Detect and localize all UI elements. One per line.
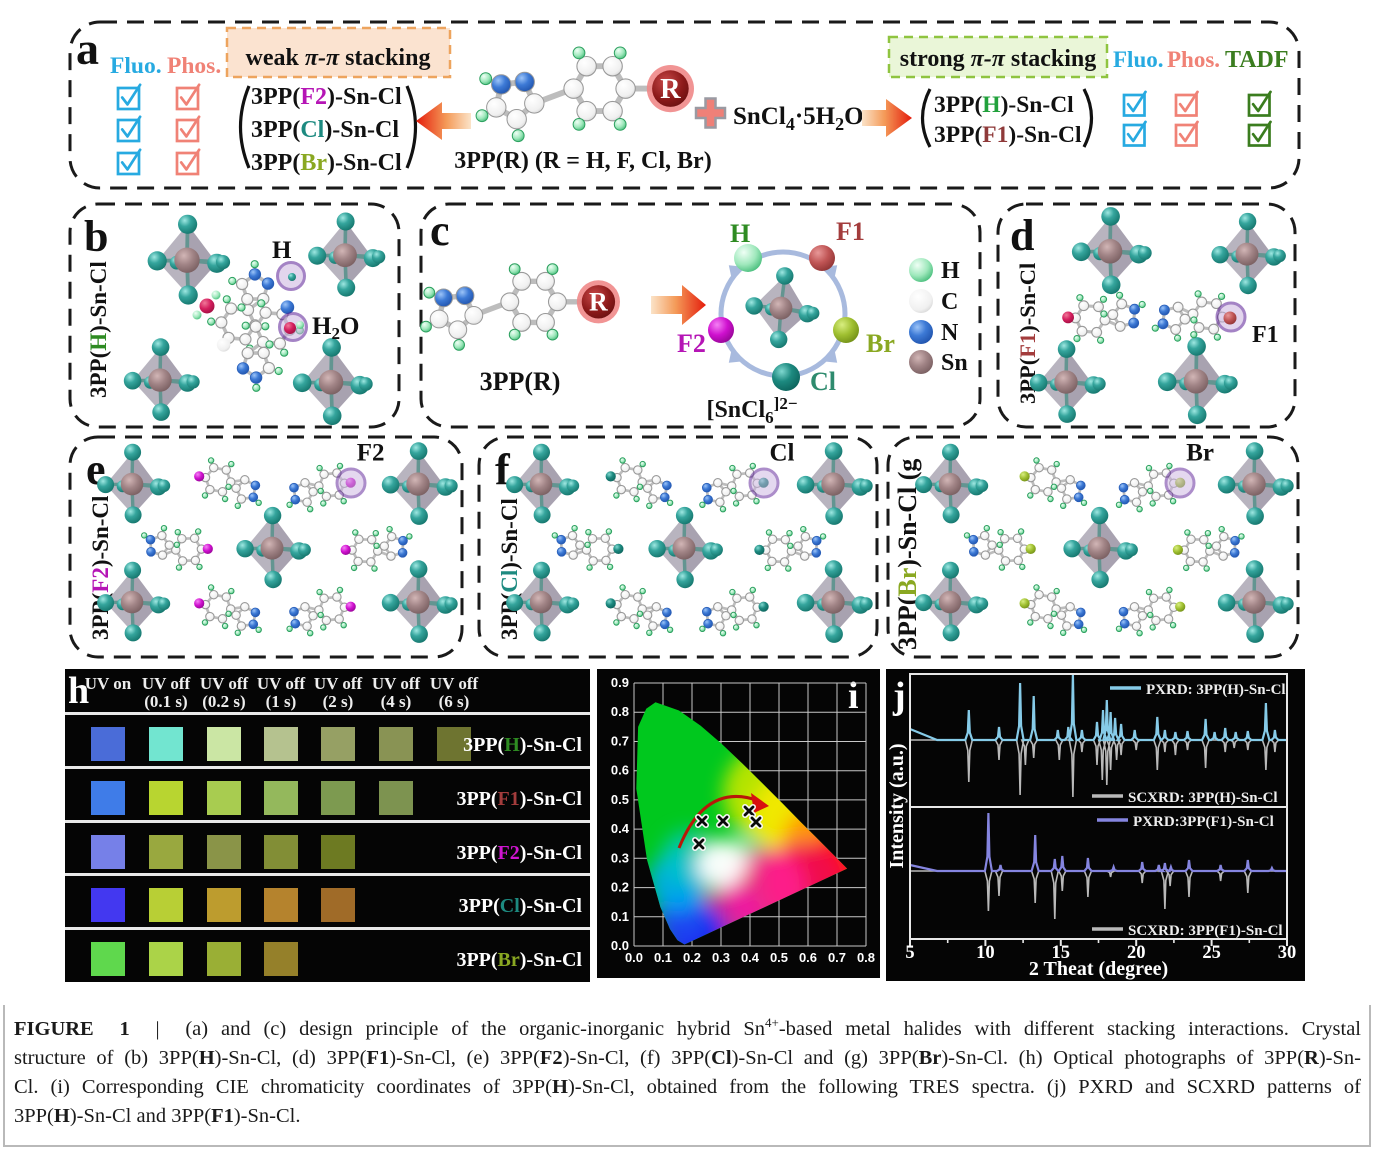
svg-text:Cl: Cl [770,440,795,467]
svg-text:Sn: Sn [941,350,968,376]
svg-text:UV off: UV off [142,674,191,693]
svg-text:15: 15 [1052,943,1071,963]
svg-text:(2 s): (2 s) [323,692,354,711]
svg-text:Br: Br [1186,440,1214,467]
svg-text:0.5: 0.5 [611,792,629,807]
svg-text:0.7: 0.7 [828,950,846,965]
svg-text:SCXRD: 3PP(H)-Sn-Cl: SCXRD: 3PP(H)-Sn-Cl [1128,790,1278,806]
svg-text:3PP(Cl)-Sn-Cl: 3PP(Cl)-Sn-Cl [497,498,522,640]
svg-text:Fluo.: Fluo. [1113,47,1163,72]
svg-text:h: h [68,670,89,712]
svg-text:TADF: TADF [1225,47,1289,73]
svg-text:weak π-π stacking: weak π-π stacking [246,45,431,71]
svg-text:UV off: UV off [430,674,479,693]
svg-text:F1: F1 [836,217,865,246]
svg-text:0.0: 0.0 [611,938,629,953]
svg-text:0.2: 0.2 [683,950,701,965]
svg-text:0.3: 0.3 [611,850,629,865]
svg-text:Phos.: Phos. [167,53,221,79]
svg-text:3PP(Cl)-Sn-Cl: 3PP(Cl)-Sn-Cl [251,117,399,143]
svg-text:d: d [1010,211,1034,260]
svg-text:0.7: 0.7 [611,734,629,749]
svg-text:3PP(F1)-Sn-Cl: 3PP(F1)-Sn-Cl [934,122,1082,148]
svg-text:0.5: 0.5 [770,950,788,965]
svg-text:10: 10 [976,943,995,963]
svg-text:3PP(F2)-Sn-Cl: 3PP(F2)-Sn-Cl [456,842,582,864]
svg-text:j: j [892,675,906,717]
svg-text:0.2: 0.2 [611,880,629,895]
svg-text:3PP(H)-Sn-Cl: 3PP(H)-Sn-Cl [934,92,1074,118]
svg-text:20: 20 [1127,943,1146,963]
svg-text:(1 s): (1 s) [266,692,297,711]
svg-text:(4 s): (4 s) [381,692,412,711]
svg-text:0.8: 0.8 [857,950,875,965]
svg-text:5: 5 [905,943,914,963]
svg-text:3PP(F2)-Sn-Cl: 3PP(F2)-Sn-Cl [88,496,113,640]
svg-text:30: 30 [1278,943,1297,963]
svg-text:N: N [941,320,959,346]
svg-text:0.4: 0.4 [611,821,630,836]
svg-text:R: R [660,74,681,105]
svg-text:(0.1 s): (0.1 s) [144,692,187,711]
svg-text:0.0: 0.0 [625,950,643,965]
svg-text:3PP(Br)-Sn-Cl: 3PP(Br)-Sn-Cl [251,150,402,176]
svg-text:F1: F1 [1252,322,1279,348]
svg-text:3PP(F2)-Sn-Cl: 3PP(F2)-Sn-Cl [251,84,402,110]
svg-text:0.9: 0.9 [611,675,629,690]
svg-text:SnCl4·5H2O: SnCl4·5H2O [733,103,864,134]
svg-text:Cl: Cl [810,367,836,396]
svg-text:F2: F2 [677,329,706,358]
svg-text:0.3: 0.3 [712,950,730,965]
svg-text:[SnCl6]2−: [SnCl6]2− [706,394,797,427]
svg-text:(6 s): (6 s) [439,692,470,711]
svg-text:0.8: 0.8 [611,704,629,719]
svg-text:2 Theat (degree): 2 Theat (degree) [1029,958,1168,980]
svg-text:3PP(Br)-Sn-Cl: 3PP(Br)-Sn-Cl [456,949,582,971]
svg-text:R: R [589,288,608,317]
svg-text:Fluo.: Fluo. [110,53,162,79]
svg-text:F2: F2 [357,440,385,467]
svg-text:(0.2 s): (0.2 s) [202,692,245,711]
svg-text:25: 25 [1202,943,1221,963]
svg-text:Br: Br [866,329,895,358]
svg-text:UV off: UV off [257,674,306,693]
svg-text:0.6: 0.6 [611,763,629,778]
svg-text:a: a [76,23,99,74]
svg-text:0.1: 0.1 [611,909,629,924]
svg-text:PXRD: 3PP(H)-Sn-Cl: PXRD: 3PP(H)-Sn-Cl [1146,682,1286,698]
svg-text:0.1: 0.1 [654,950,672,965]
svg-text:PXRD:3PP(F1)-Sn-Cl: PXRD:3PP(F1)-Sn-Cl [1133,814,1274,830]
svg-text:3PP(R): 3PP(R) [480,367,561,396]
svg-text:b: b [84,212,108,261]
svg-text:3PP(R) (R = H, F, Cl, Br): 3PP(R) (R = H, F, Cl, Br) [454,148,711,174]
svg-text:UV off: UV off [200,674,249,693]
svg-text:3PP(Cl)-Sn-Cl: 3PP(Cl)-Sn-Cl [459,895,583,917]
svg-text:H: H [941,258,960,284]
svg-text:UV off: UV off [314,674,363,693]
svg-text:SCXRD: 3PP(F1)-Sn-Cl: SCXRD: 3PP(F1)-Sn-Cl [1128,923,1283,939]
svg-text:3PP(F1)-Sn-Cl: 3PP(F1)-Sn-Cl [456,788,582,810]
svg-text:Phos.: Phos. [1167,47,1220,72]
svg-text:H: H [730,219,750,248]
svg-text:0.6: 0.6 [799,950,817,965]
svg-text:c: c [430,206,450,255]
svg-text:H: H [272,237,292,264]
svg-text:strong π-π stacking: strong π-π stacking [900,46,1096,72]
svg-text:3PP(H)-Sn-Cl: 3PP(H)-Sn-Cl [86,261,111,398]
svg-text:3PP(H)-Sn-Cl: 3PP(H)-Sn-Cl [463,734,582,756]
svg-text:Intensity (a.u.): Intensity (a.u.) [886,743,908,868]
svg-text:i: i [848,675,859,717]
svg-text:C: C [941,289,958,315]
svg-text:UV on: UV on [85,674,132,693]
svg-text:0.4: 0.4 [741,950,760,965]
svg-text:UV off: UV off [372,674,421,693]
svg-text:3PP(Br)-Sn-Cl (g: 3PP(Br)-Sn-Cl (g [893,459,922,650]
